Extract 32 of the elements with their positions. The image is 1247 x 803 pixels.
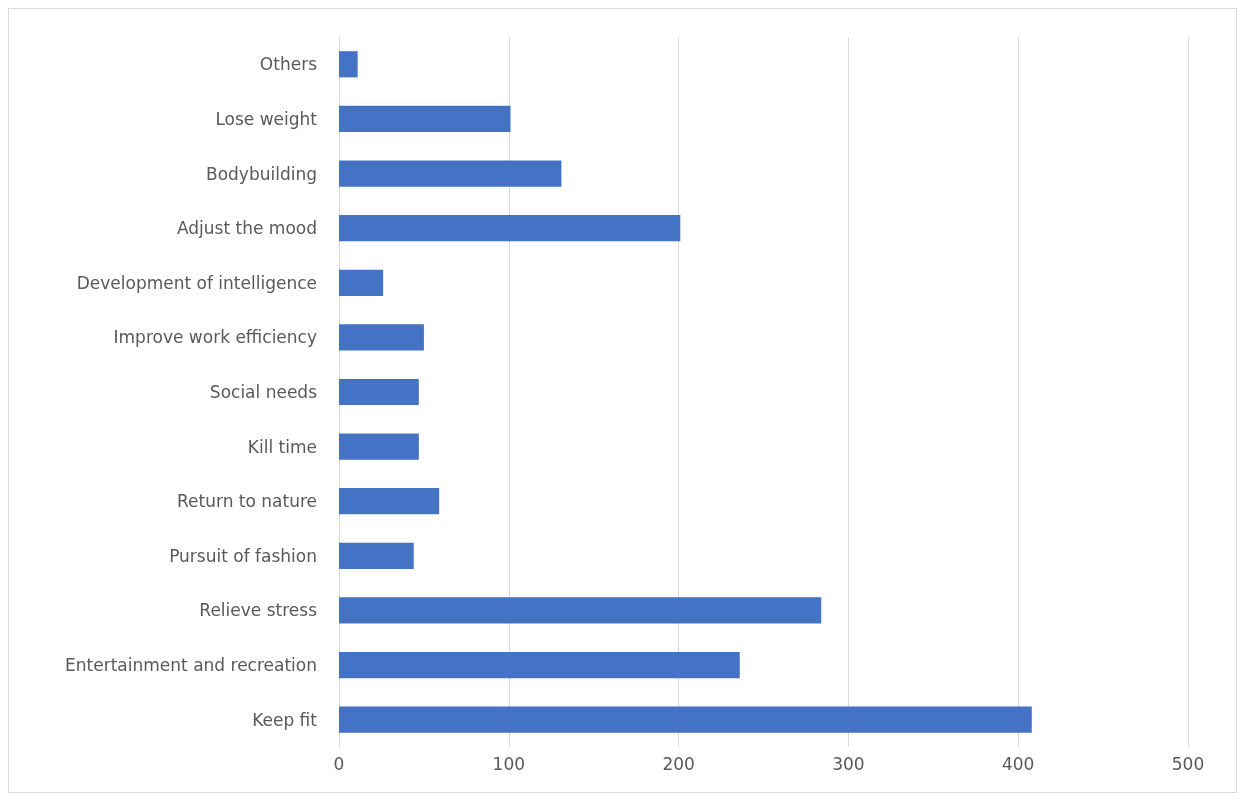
bar xyxy=(339,269,384,296)
y-tick-label: Adjust the mood xyxy=(176,218,317,239)
bar xyxy=(339,215,681,242)
y-tick-label: Others xyxy=(259,54,318,75)
x-tick-label: 500 xyxy=(1171,753,1205,774)
y-tick-label: Kill time xyxy=(247,436,317,457)
bar xyxy=(339,488,440,515)
y-tick-label: Return to nature xyxy=(177,491,317,512)
x-tick-label: 0 xyxy=(333,753,345,774)
x-tick-label: 200 xyxy=(662,753,695,774)
bar xyxy=(339,433,419,460)
y-tick-label: Entertainment and recreation xyxy=(65,655,317,676)
x-tick-label: 300 xyxy=(832,753,865,774)
bar xyxy=(339,160,562,187)
y-tick-label: Lose weight xyxy=(215,108,318,129)
y-tick-label: Development of intelligence xyxy=(76,272,317,293)
y-tick-label: Relieve stress xyxy=(199,600,318,621)
bar xyxy=(339,324,424,351)
y-tick-label: Bodybuilding xyxy=(205,163,317,184)
x-tick-label: 400 xyxy=(1001,753,1035,774)
bar xyxy=(339,651,740,679)
bar xyxy=(339,51,358,78)
bar xyxy=(339,542,414,569)
bar xyxy=(339,378,419,406)
x-tick-label: 100 xyxy=(492,753,526,774)
y-tick-label: Pursuit of fashion xyxy=(169,545,317,566)
bar xyxy=(339,105,511,133)
y-tick-label: Keep fit xyxy=(252,709,318,730)
y-tick-label: Social needs xyxy=(209,382,318,402)
bar xyxy=(339,706,1032,733)
y-tick-label: Improve work efficiency xyxy=(113,327,317,348)
bar xyxy=(339,597,822,624)
